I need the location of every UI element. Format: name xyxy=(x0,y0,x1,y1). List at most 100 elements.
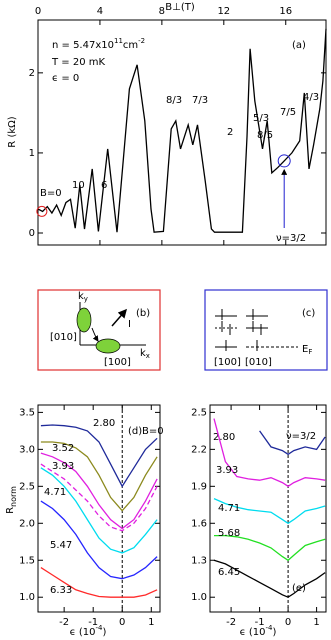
y-tick-label: 2 xyxy=(29,68,35,79)
y-tick-label: 2.5 xyxy=(191,407,207,418)
data-line xyxy=(40,500,158,580)
panel-b-frame xyxy=(37,289,161,371)
annotation-part: 8/5 xyxy=(257,130,273,141)
plot-frame xyxy=(37,404,161,613)
current-label: I xyxy=(128,319,131,330)
x-label-end: ) xyxy=(273,627,277,638)
series-label: 6.33 xyxy=(50,585,72,596)
annotation: 4/3 xyxy=(303,92,319,103)
dir-010: [010] xyxy=(50,332,77,343)
highlight-circle xyxy=(36,205,48,217)
plot-frame xyxy=(37,19,327,246)
annotation: 7/5 xyxy=(280,107,296,118)
annotation: ϵ = 0 xyxy=(52,73,79,84)
annotation-part: ν=3/2 xyxy=(286,431,316,442)
dir-010: [010] xyxy=(245,357,272,368)
annotation-part: -2 xyxy=(138,37,145,45)
annotation-part: 5/3 xyxy=(253,113,269,124)
x-tick-label: 8 xyxy=(159,6,165,17)
y-tick-label: 2.0 xyxy=(19,518,35,529)
data-line xyxy=(37,28,327,233)
x-label-sup: -4 xyxy=(96,624,104,632)
x-tick-label: 16 xyxy=(279,6,292,17)
annotation: B=0 xyxy=(142,426,164,437)
transfer-arrow xyxy=(91,327,99,342)
y-tick-label: 1 xyxy=(29,148,35,159)
annotation-part: B=0 xyxy=(142,426,164,437)
y-label: R xyxy=(5,507,16,514)
series-label: 6.45 xyxy=(218,567,240,578)
x-label: ϵ (10 xyxy=(70,627,96,638)
data-line xyxy=(213,498,326,525)
x-axis-label: B⊥(T) xyxy=(165,2,195,13)
annotation: T = 20 mK xyxy=(51,57,105,68)
data-line xyxy=(213,559,326,598)
panel: -2 -1 0 1 1.0 1.3 1.6 1.9 2.2 2.5 2.80 3.93 4.71 5.68… xyxy=(191,404,327,638)
y-tick-label: 3.5 xyxy=(19,407,35,418)
series-label: 3.93 xyxy=(216,465,238,476)
level-diagram xyxy=(215,309,298,351)
data-line xyxy=(40,424,158,488)
annotation-part: 4/3 xyxy=(303,92,319,103)
plot-frame xyxy=(209,404,327,613)
annotation: 10 xyxy=(72,180,85,191)
x-tick-label: 0 xyxy=(35,6,41,17)
x-tick-label: 1 xyxy=(148,617,154,628)
y-tick-label: 2.2 xyxy=(191,444,207,455)
annotation-part: 11 xyxy=(114,37,123,45)
annotation-part: n = 5.47x10 xyxy=(52,40,114,51)
series-label: 5.68 xyxy=(218,528,240,539)
y-label: R (kΩ) xyxy=(7,116,18,147)
x-tick-label: -2 xyxy=(59,617,69,628)
kx-label: kx xyxy=(140,348,150,360)
annotation: 7/3 xyxy=(192,95,208,106)
x-axis-label: ϵ (10-4) xyxy=(70,624,107,638)
series-label: 5.47 xyxy=(50,540,72,551)
data-line xyxy=(40,452,158,530)
annotation: 6 xyxy=(101,180,107,191)
dir-100: [100] xyxy=(214,357,241,368)
annotation: 2 xyxy=(227,127,233,138)
series-label: 2.80 xyxy=(213,432,235,443)
y-tick-label: 1.9 xyxy=(191,481,207,492)
current-arrow xyxy=(111,308,127,327)
x-axis-label: ϵ (10-4) xyxy=(240,624,277,638)
data-line xyxy=(213,418,326,488)
x-label: B⊥(T) xyxy=(165,2,195,13)
x-tick-label: 12 xyxy=(217,6,230,17)
annotation: 5/3 xyxy=(253,113,269,124)
dir-100: [100] xyxy=(104,357,131,368)
x-tick-label: 4 xyxy=(97,6,103,17)
y-tick-label: 1.5 xyxy=(19,555,35,566)
data-line xyxy=(40,467,158,554)
panel-label: (d) xyxy=(128,426,142,437)
y-tick-label: 2.5 xyxy=(19,481,35,492)
annotation-part: 2 xyxy=(227,127,233,138)
x-tick-label: -2 xyxy=(226,617,236,628)
annotation: B=0 xyxy=(40,188,62,199)
x-tick-label: 0 xyxy=(119,617,125,628)
data-line xyxy=(259,430,326,456)
annotation: 8/5 xyxy=(257,130,273,141)
annotation-part: B=0 xyxy=(40,188,62,199)
annotation: ν=3/2 xyxy=(286,431,316,442)
highlight-circle xyxy=(277,154,291,168)
y-axis-label: Rnorm xyxy=(5,486,18,514)
y-tick-label: 1.0 xyxy=(191,592,207,603)
ef: E xyxy=(302,344,308,355)
x-tick-label: -1 xyxy=(88,617,98,628)
panel-c-frame xyxy=(204,289,328,371)
panel: -2 -1 0 1 1.0 1.5 2.0 2.5 3.0 3.5 2.80 3.52 3.93 4.71… xyxy=(5,404,164,638)
ky: k xyxy=(78,291,84,302)
valley-100 xyxy=(95,338,121,354)
panel-label: (e) xyxy=(292,583,306,594)
y-tick-label: 1.3 xyxy=(191,555,207,566)
annotation: 8/3 xyxy=(166,95,182,106)
annotation-part: cm xyxy=(123,40,138,51)
data-line xyxy=(40,441,158,512)
y-tick-label: 0 xyxy=(29,228,35,239)
kx-sub: x xyxy=(146,352,150,360)
ef-sub: F xyxy=(308,348,312,356)
